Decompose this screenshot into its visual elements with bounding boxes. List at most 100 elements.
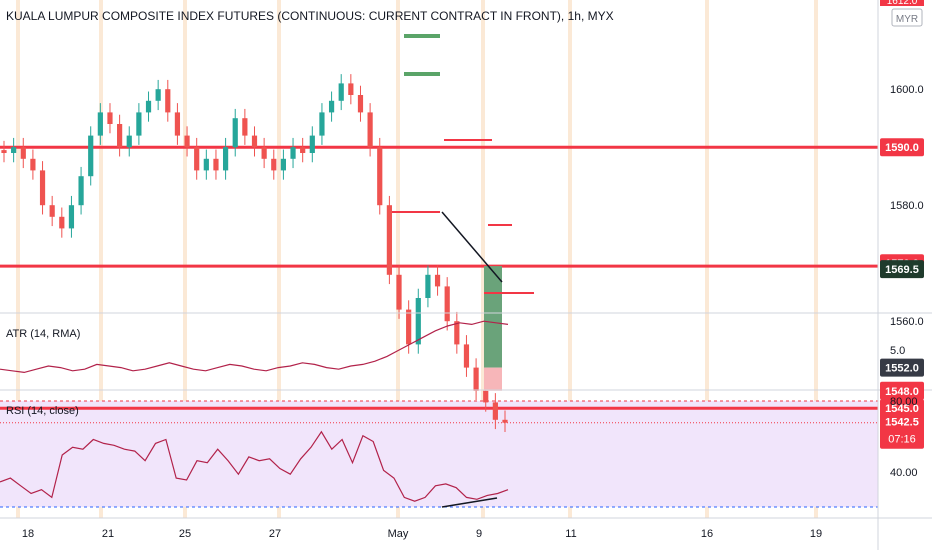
session-band bbox=[16, 0, 20, 518]
price-label-text: 1552.0 bbox=[885, 363, 919, 375]
session-band bbox=[277, 0, 281, 518]
candle-body bbox=[280, 158, 287, 171]
candle-body bbox=[367, 112, 373, 148]
atr-indicator-label[interactable]: ATR (14, RMA) bbox=[6, 328, 80, 340]
price-label-box[interactable] bbox=[880, 138, 924, 157]
candle-body bbox=[444, 286, 450, 322]
candle-body bbox=[49, 205, 55, 217]
time-tick-label: 27 bbox=[269, 528, 281, 540]
candle-body bbox=[290, 147, 296, 159]
chart-title: KUALA LUMPUR COMPOSITE INDEX FUTURES (CO… bbox=[6, 9, 614, 23]
rsi-band-area bbox=[0, 400, 878, 508]
price-label-text: 1590.0 bbox=[885, 142, 919, 154]
price-tick-label: 1560.0 bbox=[890, 316, 924, 328]
candle-body bbox=[242, 118, 248, 136]
price-candles bbox=[1, 74, 508, 432]
candle-body bbox=[483, 390, 489, 403]
candle-body bbox=[319, 112, 325, 136]
candle-body bbox=[473, 367, 479, 391]
atr-series-line bbox=[0, 320, 509, 374]
candle-body bbox=[261, 147, 267, 159]
candle-body bbox=[39, 170, 46, 206]
rsi-indicator-label[interactable]: RSI (14, close) bbox=[6, 405, 79, 417]
candle-body bbox=[59, 216, 65, 229]
candle-body bbox=[1, 150, 7, 153]
price-label-box[interactable] bbox=[880, 381, 924, 400]
price-label-text: 1548.0 bbox=[885, 386, 919, 398]
rsi-divergence-line[interactable] bbox=[441, 497, 498, 508]
candle-body bbox=[20, 147, 26, 159]
candle-body bbox=[145, 100, 152, 113]
candle-body bbox=[357, 95, 364, 113]
price-label-text: 1569.5 bbox=[885, 264, 919, 276]
candle-body bbox=[406, 309, 412, 345]
candle-body bbox=[213, 158, 219, 171]
candle-body bbox=[165, 89, 171, 113]
price-label-top bbox=[880, 0, 924, 6]
candle-body bbox=[386, 205, 392, 275]
price-tick-label: 1600.0 bbox=[890, 84, 924, 96]
price-axis: MYR1612.01600.01580.01560.01590.01570.01… bbox=[880, 0, 924, 479]
time-tick-label: May bbox=[388, 528, 409, 540]
trend-line[interactable] bbox=[441, 211, 503, 283]
currency-badge-label: MYR bbox=[896, 14, 918, 25]
time-tick-label: 16 bbox=[701, 528, 713, 540]
price-label-box[interactable] bbox=[880, 358, 924, 377]
candle-body bbox=[492, 402, 498, 420]
candle-body bbox=[338, 83, 344, 101]
candle-body bbox=[415, 298, 421, 345]
long-position-target-zone[interactable] bbox=[484, 266, 502, 368]
price-label-box[interactable] bbox=[880, 412, 924, 449]
session-band bbox=[396, 0, 400, 518]
candle-body bbox=[88, 135, 94, 177]
candle-body bbox=[232, 118, 238, 148]
candle-body bbox=[309, 135, 315, 153]
candle-body bbox=[194, 147, 200, 171]
candle-body bbox=[126, 135, 132, 148]
candle-body bbox=[78, 176, 84, 206]
time-tick-label: 18 bbox=[22, 528, 34, 540]
price-label-box[interactable] bbox=[880, 260, 924, 279]
candle-body bbox=[184, 135, 190, 148]
candle-body bbox=[377, 147, 383, 206]
time-axis: 18 21 25 27 May 9 11 16 19 bbox=[22, 528, 822, 540]
price-label-text: 1545.0 bbox=[885, 403, 919, 415]
time-tick-label: 19 bbox=[810, 528, 822, 540]
session-band bbox=[183, 0, 187, 518]
candle-body bbox=[425, 274, 431, 298]
time-tick-label: 11 bbox=[565, 528, 576, 540]
candle-body bbox=[203, 158, 209, 171]
price-label-text: 1542.5 bbox=[885, 417, 919, 429]
candle-body bbox=[30, 158, 36, 171]
time-tick-label: 9 bbox=[476, 528, 482, 540]
candle-body bbox=[328, 100, 335, 113]
candle-body bbox=[155, 89, 161, 101]
candle-body bbox=[454, 321, 460, 345]
price-tick-label: 1580.0 bbox=[890, 200, 924, 212]
rsi-axis-label: 40.00 bbox=[890, 467, 918, 479]
long-position-stop-zone[interactable] bbox=[484, 367, 502, 391]
candle-body bbox=[348, 83, 354, 95]
candle-body bbox=[502, 419, 508, 423]
candle-body bbox=[396, 274, 402, 310]
rsi-pane bbox=[0, 430, 509, 508]
candle-body bbox=[434, 274, 441, 287]
candle-body bbox=[174, 112, 181, 136]
candle-body bbox=[222, 147, 229, 171]
candle-body bbox=[107, 112, 113, 124]
rsi-series-line bbox=[0, 430, 509, 502]
atr-axis-label: 5.0 bbox=[890, 345, 905, 357]
countdown-label: 07:16 bbox=[888, 434, 916, 446]
candle-body bbox=[300, 147, 306, 153]
time-tick-label: 25 bbox=[179, 528, 191, 540]
session-band bbox=[568, 0, 572, 518]
time-tick-label: 21 bbox=[102, 528, 114, 540]
candle-body bbox=[136, 112, 142, 136]
candle-body bbox=[117, 124, 123, 148]
price-label-top-text: 1612.0 bbox=[887, 0, 918, 7]
currency-badge[interactable] bbox=[891, 8, 923, 27]
rsi-axis-label: 80.00 bbox=[890, 396, 918, 408]
